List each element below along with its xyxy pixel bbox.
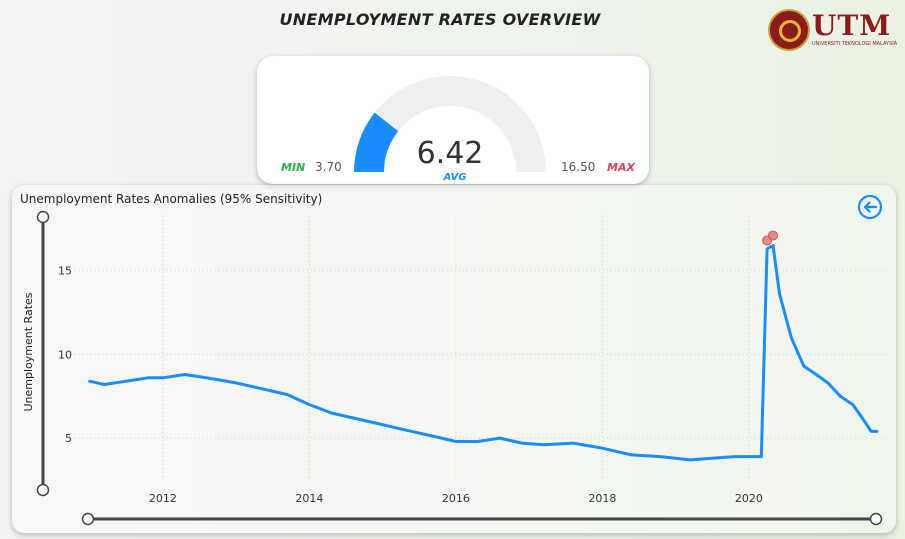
gauge-avg-value: 6.42 (417, 136, 484, 171)
y-slider-handle-top[interactable] (36, 210, 50, 224)
y-tick-label: 15 (58, 265, 72, 278)
back-arrow-icon[interactable] (857, 194, 883, 220)
page-title: UNEMPLOYMENT RATES OVERVIEW (279, 10, 601, 29)
y-slider[interactable] (36, 210, 50, 497)
x-tick-label: 2020 (735, 492, 763, 505)
gauge-avg-label: AVG (442, 172, 466, 183)
x-slider[interactable] (81, 512, 883, 526)
gauge-max-value: 16.50 (561, 160, 595, 174)
gauge-track (354, 76, 546, 172)
logo-text: UTM (812, 9, 892, 42)
avg-gauge: MIN 3.70 6.42 AVG 16.50 MAX (281, 76, 635, 183)
grid (75, 212, 888, 480)
gauge-fill (354, 112, 399, 172)
x-tick-label: 2016 (442, 492, 470, 505)
y-tick-label: 5 (65, 432, 72, 445)
utm-logo: UTM UNIVERSITI TEKNOLOGI MALAYSIA (768, 9, 897, 53)
x-slider-handle-left[interactable] (81, 512, 95, 526)
y-tick-label: 10 (58, 348, 72, 361)
anomaly-markers[interactable] (762, 230, 779, 246)
x-tick-label: 2018 (588, 492, 616, 505)
gauge-min-label: MIN (281, 161, 305, 174)
chart-card (12, 185, 896, 533)
logo-subtitle: UNIVERSITI TEKNOLOGI MALAYSIA (812, 41, 898, 47)
axis-ticks: 2012 2014 2016 2018 2020 5 10 15 (58, 265, 763, 505)
series-line (88, 244, 879, 462)
x-slider-handle-right[interactable] (869, 512, 883, 526)
chart-title: Unemployment Rates Anomalies (95% Sensit… (20, 192, 323, 206)
y-axis-label: Unemployment Rates (22, 292, 35, 411)
x-tick-label: 2014 (295, 492, 323, 505)
anomaly-point[interactable] (768, 230, 779, 241)
y-slider-handle-bottom[interactable] (36, 483, 50, 497)
x-tick-label: 2012 (149, 492, 177, 505)
utm-emblem-icon (768, 9, 810, 51)
gauge-min-value: 3.70 (315, 160, 342, 174)
gauge-max-label: MAX (607, 161, 635, 174)
